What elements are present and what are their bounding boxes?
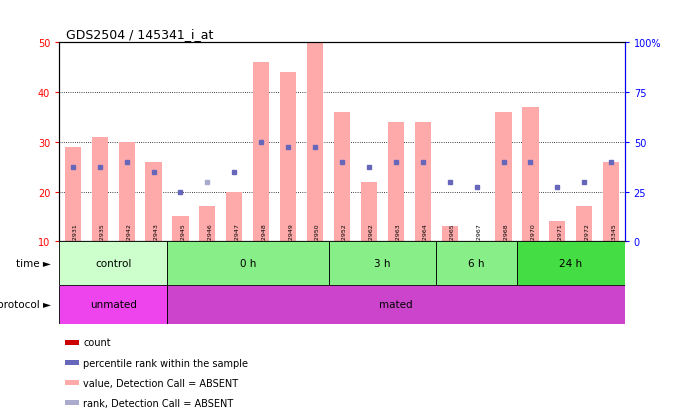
Text: GSM112931: GSM112931 xyxy=(73,222,77,260)
Bar xyxy=(65,340,79,345)
Bar xyxy=(329,242,436,285)
Text: 3 h: 3 h xyxy=(374,258,391,268)
Text: GSM112967: GSM112967 xyxy=(477,222,482,260)
Text: GSM112945: GSM112945 xyxy=(181,222,186,260)
Text: GSM112962: GSM112962 xyxy=(369,222,374,260)
Text: GSM112963: GSM112963 xyxy=(396,222,401,260)
Text: GSM112946: GSM112946 xyxy=(207,222,212,260)
Bar xyxy=(253,63,269,242)
Bar xyxy=(65,401,79,405)
Bar xyxy=(65,380,79,385)
Text: protocol ►: protocol ► xyxy=(0,299,51,310)
Text: GSM112943: GSM112943 xyxy=(154,222,158,260)
Text: count: count xyxy=(83,337,111,347)
Bar xyxy=(167,242,329,285)
Bar xyxy=(577,207,593,242)
Bar xyxy=(119,142,135,242)
Text: GSM112952: GSM112952 xyxy=(342,222,347,260)
Bar xyxy=(415,123,431,242)
Bar xyxy=(145,162,162,242)
Bar xyxy=(436,242,517,285)
Text: GSM112968: GSM112968 xyxy=(503,223,509,260)
Bar xyxy=(388,123,404,242)
Text: 6 h: 6 h xyxy=(468,258,485,268)
Bar xyxy=(280,73,296,242)
Bar xyxy=(307,43,323,242)
Text: GSM112949: GSM112949 xyxy=(288,222,293,260)
Bar xyxy=(59,285,167,324)
Text: GSM112971: GSM112971 xyxy=(558,222,563,260)
Text: GSM112942: GSM112942 xyxy=(126,222,132,260)
Bar xyxy=(522,108,539,242)
Bar xyxy=(226,192,242,242)
Bar xyxy=(59,242,167,285)
Bar xyxy=(91,138,107,242)
Bar xyxy=(65,147,81,242)
Text: GDS2504 / 145341_i_at: GDS2504 / 145341_i_at xyxy=(66,28,214,41)
Text: 0 h: 0 h xyxy=(239,258,256,268)
Text: GSM112948: GSM112948 xyxy=(261,222,266,260)
Text: GSM112964: GSM112964 xyxy=(423,222,428,260)
Bar xyxy=(517,242,625,285)
Text: GSM112947: GSM112947 xyxy=(235,222,239,260)
Text: control: control xyxy=(95,258,131,268)
Text: unmated: unmated xyxy=(90,299,137,310)
Text: percentile rank within the sample: percentile rank within the sample xyxy=(83,358,248,368)
Bar xyxy=(334,113,350,242)
Bar xyxy=(65,360,79,365)
Text: GSM112970: GSM112970 xyxy=(530,222,535,260)
Bar xyxy=(167,285,625,324)
Text: GSM113345: GSM113345 xyxy=(611,222,616,260)
Text: GSM112935: GSM112935 xyxy=(100,222,105,260)
Bar xyxy=(603,162,619,242)
Bar xyxy=(549,222,565,242)
Text: time ►: time ► xyxy=(16,258,51,268)
Bar xyxy=(442,227,458,242)
Bar xyxy=(200,207,216,242)
Text: mated: mated xyxy=(379,299,413,310)
Text: GSM112965: GSM112965 xyxy=(450,223,454,260)
Text: value, Detection Call = ABSENT: value, Detection Call = ABSENT xyxy=(83,378,238,388)
Text: GSM112972: GSM112972 xyxy=(584,222,589,260)
Bar xyxy=(361,182,377,242)
Bar xyxy=(496,113,512,242)
Bar xyxy=(172,217,188,242)
Text: rank, Detection Call = ABSENT: rank, Detection Call = ABSENT xyxy=(83,398,233,408)
Text: GSM112950: GSM112950 xyxy=(315,223,320,260)
Text: 24 h: 24 h xyxy=(559,258,582,268)
